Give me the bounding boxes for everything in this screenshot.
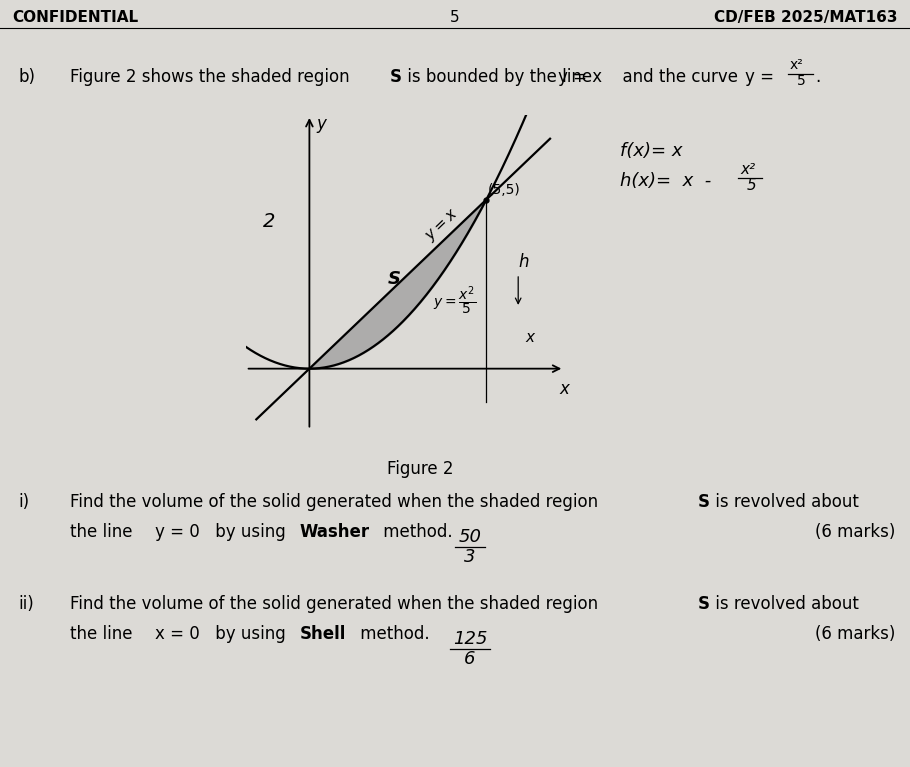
Text: y = x: y = x [558, 68, 602, 86]
Text: Shell: Shell [300, 625, 347, 643]
Text: $y = \dfrac{x^2}{5}$: $y = \dfrac{x^2}{5}$ [433, 284, 476, 317]
Text: 50: 50 [459, 528, 481, 546]
Text: CONFIDENTIAL: CONFIDENTIAL [12, 10, 138, 25]
Text: and the curve: and the curve [612, 68, 743, 86]
Text: Find the volume of the solid generated when the shaded region: Find the volume of the solid generated w… [70, 493, 603, 511]
Text: the line: the line [70, 523, 137, 541]
Text: x: x [525, 330, 534, 344]
Text: Washer: Washer [300, 523, 370, 541]
Text: S: S [388, 270, 400, 288]
Text: method.: method. [378, 523, 452, 541]
Text: 2: 2 [263, 212, 276, 231]
Text: 125: 125 [453, 630, 487, 648]
Text: ii): ii) [18, 595, 34, 613]
Text: .: . [815, 68, 820, 86]
Text: i): i) [18, 493, 29, 511]
Text: y =: y = [745, 68, 774, 86]
Text: is bounded by the line: is bounded by the line [402, 68, 597, 86]
Text: (6 marks): (6 marks) [814, 625, 895, 643]
Text: is revolved about: is revolved about [710, 595, 859, 613]
Text: 5: 5 [797, 74, 805, 88]
Text: Figure 2: Figure 2 [387, 460, 453, 478]
Text: b): b) [18, 68, 35, 86]
Text: y = 0: y = 0 [155, 523, 200, 541]
Text: S: S [698, 595, 710, 613]
Text: Find the volume of the solid generated when the shaded region: Find the volume of the solid generated w… [70, 595, 603, 613]
Text: y: y [317, 115, 327, 133]
Text: x: x [560, 380, 569, 399]
Text: 5: 5 [747, 178, 757, 193]
Text: h(x)=  x  -: h(x)= x - [620, 172, 712, 190]
Text: method.: method. [355, 625, 430, 643]
Text: S: S [390, 68, 402, 86]
Text: x²: x² [790, 58, 804, 72]
Text: by using: by using [210, 523, 291, 541]
Text: 5: 5 [450, 10, 460, 25]
Text: x = 0: x = 0 [155, 625, 200, 643]
Text: f(x)= x: f(x)= x [620, 142, 682, 160]
Text: x²: x² [740, 162, 755, 177]
Text: (5,5): (5,5) [488, 183, 521, 196]
Text: is revolved about: is revolved about [710, 493, 859, 511]
Text: (6 marks): (6 marks) [814, 523, 895, 541]
Text: h: h [518, 253, 529, 272]
Text: S: S [698, 493, 710, 511]
Text: 3: 3 [464, 548, 476, 566]
Text: Figure 2 shows the shaded region: Figure 2 shows the shaded region [70, 68, 355, 86]
Text: by using: by using [210, 625, 291, 643]
Text: $y = x$: $y = x$ [422, 206, 462, 245]
Text: CD/FEB 2025/MAT163: CD/FEB 2025/MAT163 [714, 10, 898, 25]
Text: the line: the line [70, 625, 137, 643]
Text: 6: 6 [464, 650, 476, 668]
